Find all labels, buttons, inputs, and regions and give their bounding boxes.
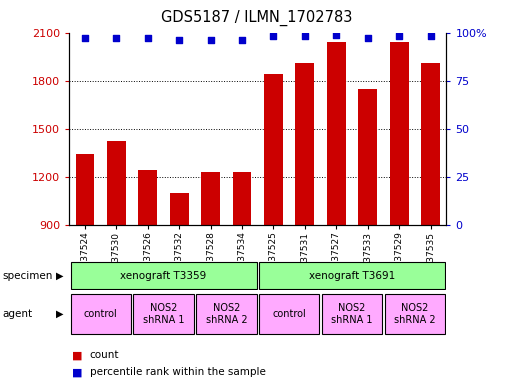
- Bar: [390, 42, 408, 225]
- Bar: [196, 294, 256, 334]
- Bar: [70, 262, 256, 289]
- Point: [112, 35, 121, 41]
- Text: count: count: [90, 350, 120, 360]
- Point: [301, 33, 309, 40]
- Bar: [133, 294, 194, 334]
- Text: xenograft T3359: xenograft T3359: [121, 270, 207, 281]
- Text: xenograft T3691: xenograft T3691: [309, 270, 395, 281]
- Bar: [322, 294, 382, 334]
- Text: specimen: specimen: [3, 270, 53, 281]
- Bar: [201, 172, 220, 225]
- Text: NOS2
shRNA 1: NOS2 shRNA 1: [331, 303, 373, 325]
- Bar: [259, 294, 320, 334]
- Text: control: control: [272, 309, 306, 319]
- Bar: [327, 42, 346, 225]
- Text: agent: agent: [3, 309, 33, 319]
- Bar: [107, 141, 126, 225]
- Bar: [170, 193, 189, 225]
- Point: [364, 35, 372, 41]
- Text: ■: ■: [72, 367, 82, 377]
- Point: [426, 33, 435, 40]
- Bar: [385, 294, 445, 334]
- Bar: [70, 294, 131, 334]
- Text: ■: ■: [72, 350, 82, 360]
- Point: [238, 37, 246, 43]
- Point: [269, 33, 278, 40]
- Bar: [295, 63, 314, 225]
- Bar: [233, 172, 251, 225]
- Point: [81, 35, 89, 41]
- Bar: [75, 154, 94, 225]
- Text: ▶: ▶: [56, 270, 64, 281]
- Text: NOS2
shRNA 1: NOS2 shRNA 1: [143, 303, 184, 325]
- Point: [207, 37, 215, 43]
- Text: control: control: [84, 309, 117, 319]
- Point: [144, 35, 152, 41]
- Bar: [421, 63, 440, 225]
- Point: [175, 37, 183, 43]
- Point: [332, 31, 341, 38]
- Point: [395, 33, 403, 40]
- Bar: [259, 262, 445, 289]
- Text: NOS2
shRNA 2: NOS2 shRNA 2: [394, 303, 436, 325]
- Bar: [264, 74, 283, 225]
- Bar: [139, 170, 157, 225]
- Text: GDS5187 / ILMN_1702783: GDS5187 / ILMN_1702783: [161, 10, 352, 26]
- Text: ▶: ▶: [56, 309, 64, 319]
- Bar: [358, 89, 377, 225]
- Text: percentile rank within the sample: percentile rank within the sample: [90, 367, 266, 377]
- Text: NOS2
shRNA 2: NOS2 shRNA 2: [206, 303, 247, 325]
